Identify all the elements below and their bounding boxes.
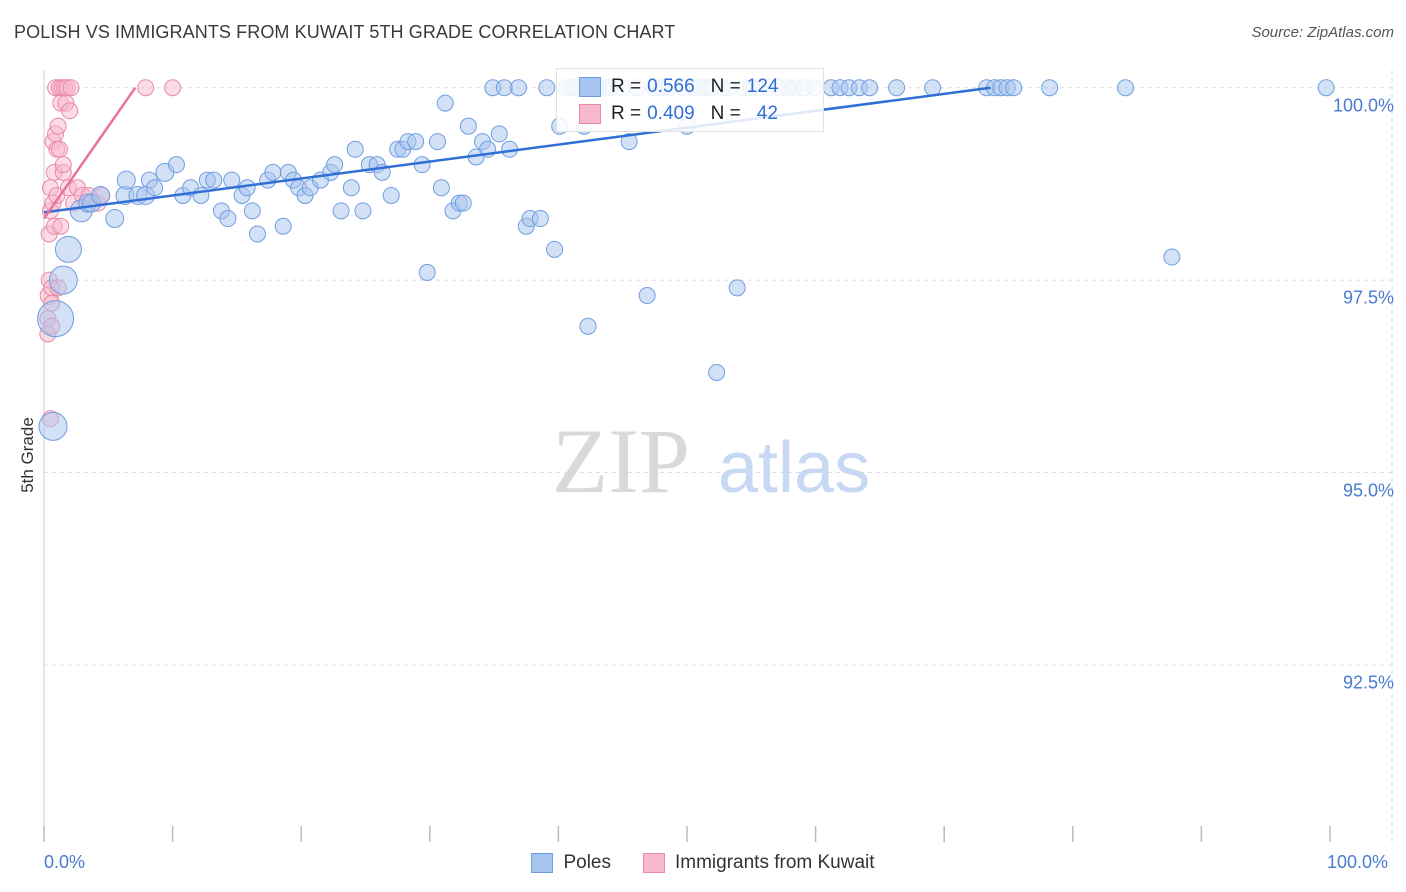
- chart-title: POLISH VS IMMIGRANTS FROM KUWAIT 5TH GRA…: [14, 22, 676, 42]
- poles-point: [531, 210, 549, 228]
- poles-point: [48, 265, 78, 295]
- n-label: N =: [710, 103, 741, 124]
- poles-point: [579, 317, 597, 335]
- poles-point: [342, 179, 360, 197]
- poles-point: [459, 117, 477, 135]
- y-tick-label: 97.5%: [1342, 287, 1394, 308]
- axes: [43, 70, 1331, 842]
- poles-point: [620, 133, 638, 151]
- poles-point: [54, 235, 82, 263]
- poles-point: [490, 125, 508, 143]
- poles-point: [167, 156, 185, 174]
- n-value: 124: [746, 76, 779, 97]
- poles-point: [91, 185, 111, 205]
- x-tick-label-min: 0.0%: [44, 852, 86, 872]
- poles-point: [407, 133, 425, 151]
- poles-point: [326, 156, 344, 174]
- n-value: 42: [756, 103, 778, 124]
- poles-legend-swatch: [531, 853, 554, 873]
- kuwait-swatch: [579, 104, 601, 124]
- poles-point: [1005, 79, 1023, 97]
- poles-point: [346, 140, 364, 158]
- poles-point: [1041, 79, 1059, 97]
- poles-point: [1163, 248, 1181, 266]
- trend-lines: [42, 86, 991, 220]
- kuwait-legend-swatch: [642, 853, 665, 873]
- poles-point: [205, 171, 223, 189]
- stats-row-kuwait: R = 0.409 N = 42: [579, 101, 784, 127]
- poles-point: [708, 363, 726, 381]
- poles-point: [264, 163, 282, 181]
- kuwait-point: [54, 156, 72, 174]
- r-value: 0.409: [647, 103, 695, 124]
- poles-point: [1117, 79, 1135, 97]
- poles-point: [510, 79, 528, 97]
- y-tick-label: 95.0%: [1342, 480, 1394, 501]
- legend-item-kuwait[interactable]: Immigrants from Kuwait: [642, 852, 875, 874]
- stats-row-poles: R = 0.566 N = 124: [579, 74, 784, 100]
- poles-swatch: [579, 77, 601, 97]
- poles-point: [436, 94, 454, 112]
- poles-point: [382, 186, 400, 204]
- watermark-atlas: atlas: [718, 428, 870, 508]
- poles-point: [495, 79, 513, 97]
- poles-point: [538, 79, 556, 97]
- poles-point: [432, 179, 450, 197]
- poles-point: [146, 179, 164, 197]
- poles-point: [37, 300, 75, 338]
- poles-point: [638, 287, 656, 305]
- poles-point: [354, 202, 372, 220]
- kuwait-point: [137, 79, 155, 97]
- legend-item-poles[interactable]: Poles: [531, 852, 611, 874]
- poles-legend-label: Poles: [563, 852, 611, 873]
- r-value: 0.566: [647, 76, 695, 97]
- poles-point: [243, 202, 261, 220]
- poles-point: [116, 170, 136, 190]
- poles-point: [861, 79, 879, 97]
- poles-point: [413, 156, 431, 174]
- poles-point: [274, 217, 292, 235]
- kuwait-trend-line: [42, 86, 137, 220]
- poles-point: [332, 202, 350, 220]
- r-label: R =: [611, 76, 642, 97]
- poles-point: [418, 263, 436, 281]
- n-label: N =: [710, 76, 741, 97]
- poles-point: [546, 240, 564, 258]
- kuwait-point: [164, 79, 182, 97]
- poles-point: [219, 210, 237, 228]
- x-tick-label-max: 100.0%: [1327, 852, 1389, 872]
- source-label: Source: ZipAtlas.com: [1251, 24, 1394, 41]
- y-tick-label: 100.0%: [1332, 95, 1394, 116]
- poles-trend-line: [43, 86, 991, 214]
- poles-point: [924, 79, 942, 97]
- poles-point: [728, 279, 746, 297]
- kuwait-point: [49, 117, 67, 135]
- kuwait-point: [50, 140, 68, 158]
- watermark-zip: ZIP: [552, 410, 690, 512]
- kuwait-point: [61, 102, 79, 120]
- r-label: R =: [611, 103, 642, 124]
- kuwait-legend-label: Immigrants from Kuwait: [674, 852, 875, 873]
- poles-point: [454, 194, 472, 212]
- y-tick-label: 92.5%: [1342, 672, 1394, 693]
- poles-point: [105, 209, 125, 229]
- poles-point: [888, 79, 906, 97]
- poles-point: [38, 411, 68, 441]
- kuwait-point: [52, 217, 70, 235]
- poles-point: [248, 225, 266, 243]
- poles-point: [238, 179, 256, 197]
- poles-point: [1317, 79, 1335, 97]
- poles-point: [429, 133, 447, 151]
- stats-legend: R = 0.566 N = 124 R = 0.409 N = 42: [556, 68, 824, 132]
- kuwait-point: [62, 79, 80, 97]
- poles-points: [37, 79, 1335, 441]
- series-legend: Poles Immigrants from Kuwait: [0, 852, 1406, 874]
